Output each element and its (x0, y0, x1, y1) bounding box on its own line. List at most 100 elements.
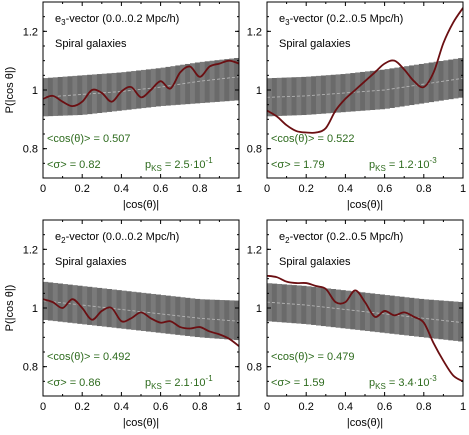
title-subscript: 2 (285, 236, 290, 245)
y-tick-label: 0.8 (23, 144, 38, 156)
x-tick-label: 0 (264, 401, 270, 413)
confidence-band (267, 283, 463, 342)
title-rest: -vector (0.2..0.5 Mpc/h) (290, 13, 404, 25)
y-axis-label: P(|cos θ|) (4, 285, 16, 332)
y-tick-label: 0.8 (23, 362, 38, 374)
pks-subscript: KS (375, 164, 386, 173)
pks-exponent: -3 (430, 374, 438, 383)
stat-sigma: <σ> = 0.82 (47, 159, 101, 171)
band-strip (369, 70, 376, 110)
x-axis-label: |cos(θ)| (123, 199, 159, 211)
band-strip (209, 60, 215, 103)
pks-equals: = 2.5·10 (162, 159, 206, 171)
y-tick-label: 1.2 (23, 26, 38, 38)
band-strip (185, 63, 191, 105)
stat-mean: <cos(θ)> = 0.507 (47, 133, 130, 145)
panel-subtitle: Spiral galaxies (55, 256, 127, 268)
stat-sigma: <σ> = 1.59 (271, 377, 325, 389)
series-line (267, 7, 463, 134)
band-strip (443, 300, 449, 340)
pks-base: p (145, 159, 151, 171)
x-tick-label: 0.4 (114, 183, 129, 195)
band-strip (409, 65, 415, 106)
x-tick-label: 1 (460, 401, 466, 413)
pks-subscript: KS (375, 382, 386, 391)
band-strip (443, 60, 449, 100)
band-strip (204, 61, 210, 103)
chart-panel-2: 0 0.2 0.4 0.6 0.8 1 0.8 1 1.2 |cos(θ)| e3-vector (… (247, 1, 466, 211)
x-tick-label: 0.8 (192, 401, 207, 413)
y-tick-label: 1 (256, 85, 262, 97)
x-tick-label: 0.2 (299, 401, 314, 413)
y-tick-label: 0.8 (247, 362, 262, 374)
band-strip (379, 69, 385, 110)
band-strip (67, 76, 73, 116)
y-tick-label: 1.2 (23, 244, 38, 256)
band-strip (77, 75, 83, 116)
x-tick-label: 0.4 (338, 183, 353, 195)
y-tick-label: 0.8 (247, 144, 262, 156)
x-tick-label: 1 (236, 401, 242, 413)
band-strip (175, 65, 181, 105)
x-tick-label: 0.2 (75, 183, 90, 195)
band-strip (453, 58, 459, 99)
y-axis-label: P(|cos θ|) (4, 67, 16, 114)
y-tick-label: 1 (32, 85, 38, 97)
pks-equals: = 3.4·10 (386, 377, 430, 389)
x-tick-label: 0.6 (153, 183, 168, 195)
fit-line (267, 77, 463, 98)
x-tick-label: 0 (264, 183, 270, 195)
stat-pks: pKS = 2.1·10-1 (145, 374, 213, 391)
stat-pks: pKS = 1.2·10-3 (369, 156, 437, 173)
pks-base: p (369, 159, 375, 171)
panel-title: e2-vector (0.0..0.2 Mpc/h) (55, 231, 179, 245)
title-prefix: e (55, 231, 61, 243)
pks-exponent: -1 (206, 156, 214, 165)
band-strip (404, 66, 410, 106)
fit-line (267, 301, 463, 324)
band-strip (428, 62, 434, 103)
band-strip (384, 69, 390, 109)
band-strip (448, 301, 454, 341)
chart-panel-3: 0 0.2 0.4 0.6 0.8 1 0.8 1 1.2 |cos(θ)| P(|cos θ|) e… (4, 219, 242, 429)
series-line (267, 274, 463, 383)
band-strip (87, 74, 93, 115)
title-rest: -vector (0.0..0.2 Mpc/h) (66, 13, 180, 25)
band-strip (438, 61, 444, 101)
band-strip (72, 75, 78, 116)
band-strip (224, 59, 230, 102)
title-rest: -vector (0.2..0.5 Mpc/h) (290, 231, 404, 243)
stat-mean: <cos(θ)> = 0.522 (271, 133, 354, 145)
panel-title: e3-vector (0.2..0.5 Mpc/h) (279, 13, 403, 27)
stat-sigma: <σ> = 0.86 (47, 377, 101, 389)
band-strip (82, 75, 88, 115)
panel-subtitle: Spiral galaxies (279, 256, 351, 268)
band-strip (458, 58, 463, 98)
band-strip (180, 64, 186, 105)
title-prefix: e (279, 231, 285, 243)
chart-panel-4: 0 0.2 0.4 0.6 0.8 1 0.8 1 1.2 |cos(θ)| e2-vector (… (247, 219, 466, 429)
title-prefix: e (279, 13, 285, 25)
y-tick-label: 1.2 (247, 26, 262, 38)
band-strip (214, 60, 220, 102)
plot-area (267, 274, 463, 383)
x-tick-label: 0.6 (377, 401, 392, 413)
series-line (43, 59, 239, 108)
band-strip (458, 301, 463, 342)
band-strip (92, 74, 98, 114)
fit-line (43, 300, 239, 322)
stat-pks: pKS = 2.5·10-1 (145, 156, 213, 173)
confidence-band (267, 58, 463, 117)
series-line (43, 298, 239, 347)
band-strip (374, 70, 381, 110)
band-strip (190, 63, 196, 104)
panel-subtitle: Spiral galaxies (279, 38, 351, 50)
band-strip (399, 66, 405, 107)
title-subscript: 3 (285, 18, 290, 27)
band-strip (453, 301, 459, 341)
title-rest: -vector (0.0..0.2 Mpc/h) (66, 231, 180, 243)
pks-exponent: -3 (430, 156, 438, 165)
pks-equals: = 1.2·10 (386, 159, 430, 171)
chart-panel-1: 0 0.2 0.4 0.6 0.8 1 0.8 1 1.2 |cos(θ)| P(|cos θ|) e… (4, 1, 242, 211)
pks-base: p (369, 377, 375, 389)
